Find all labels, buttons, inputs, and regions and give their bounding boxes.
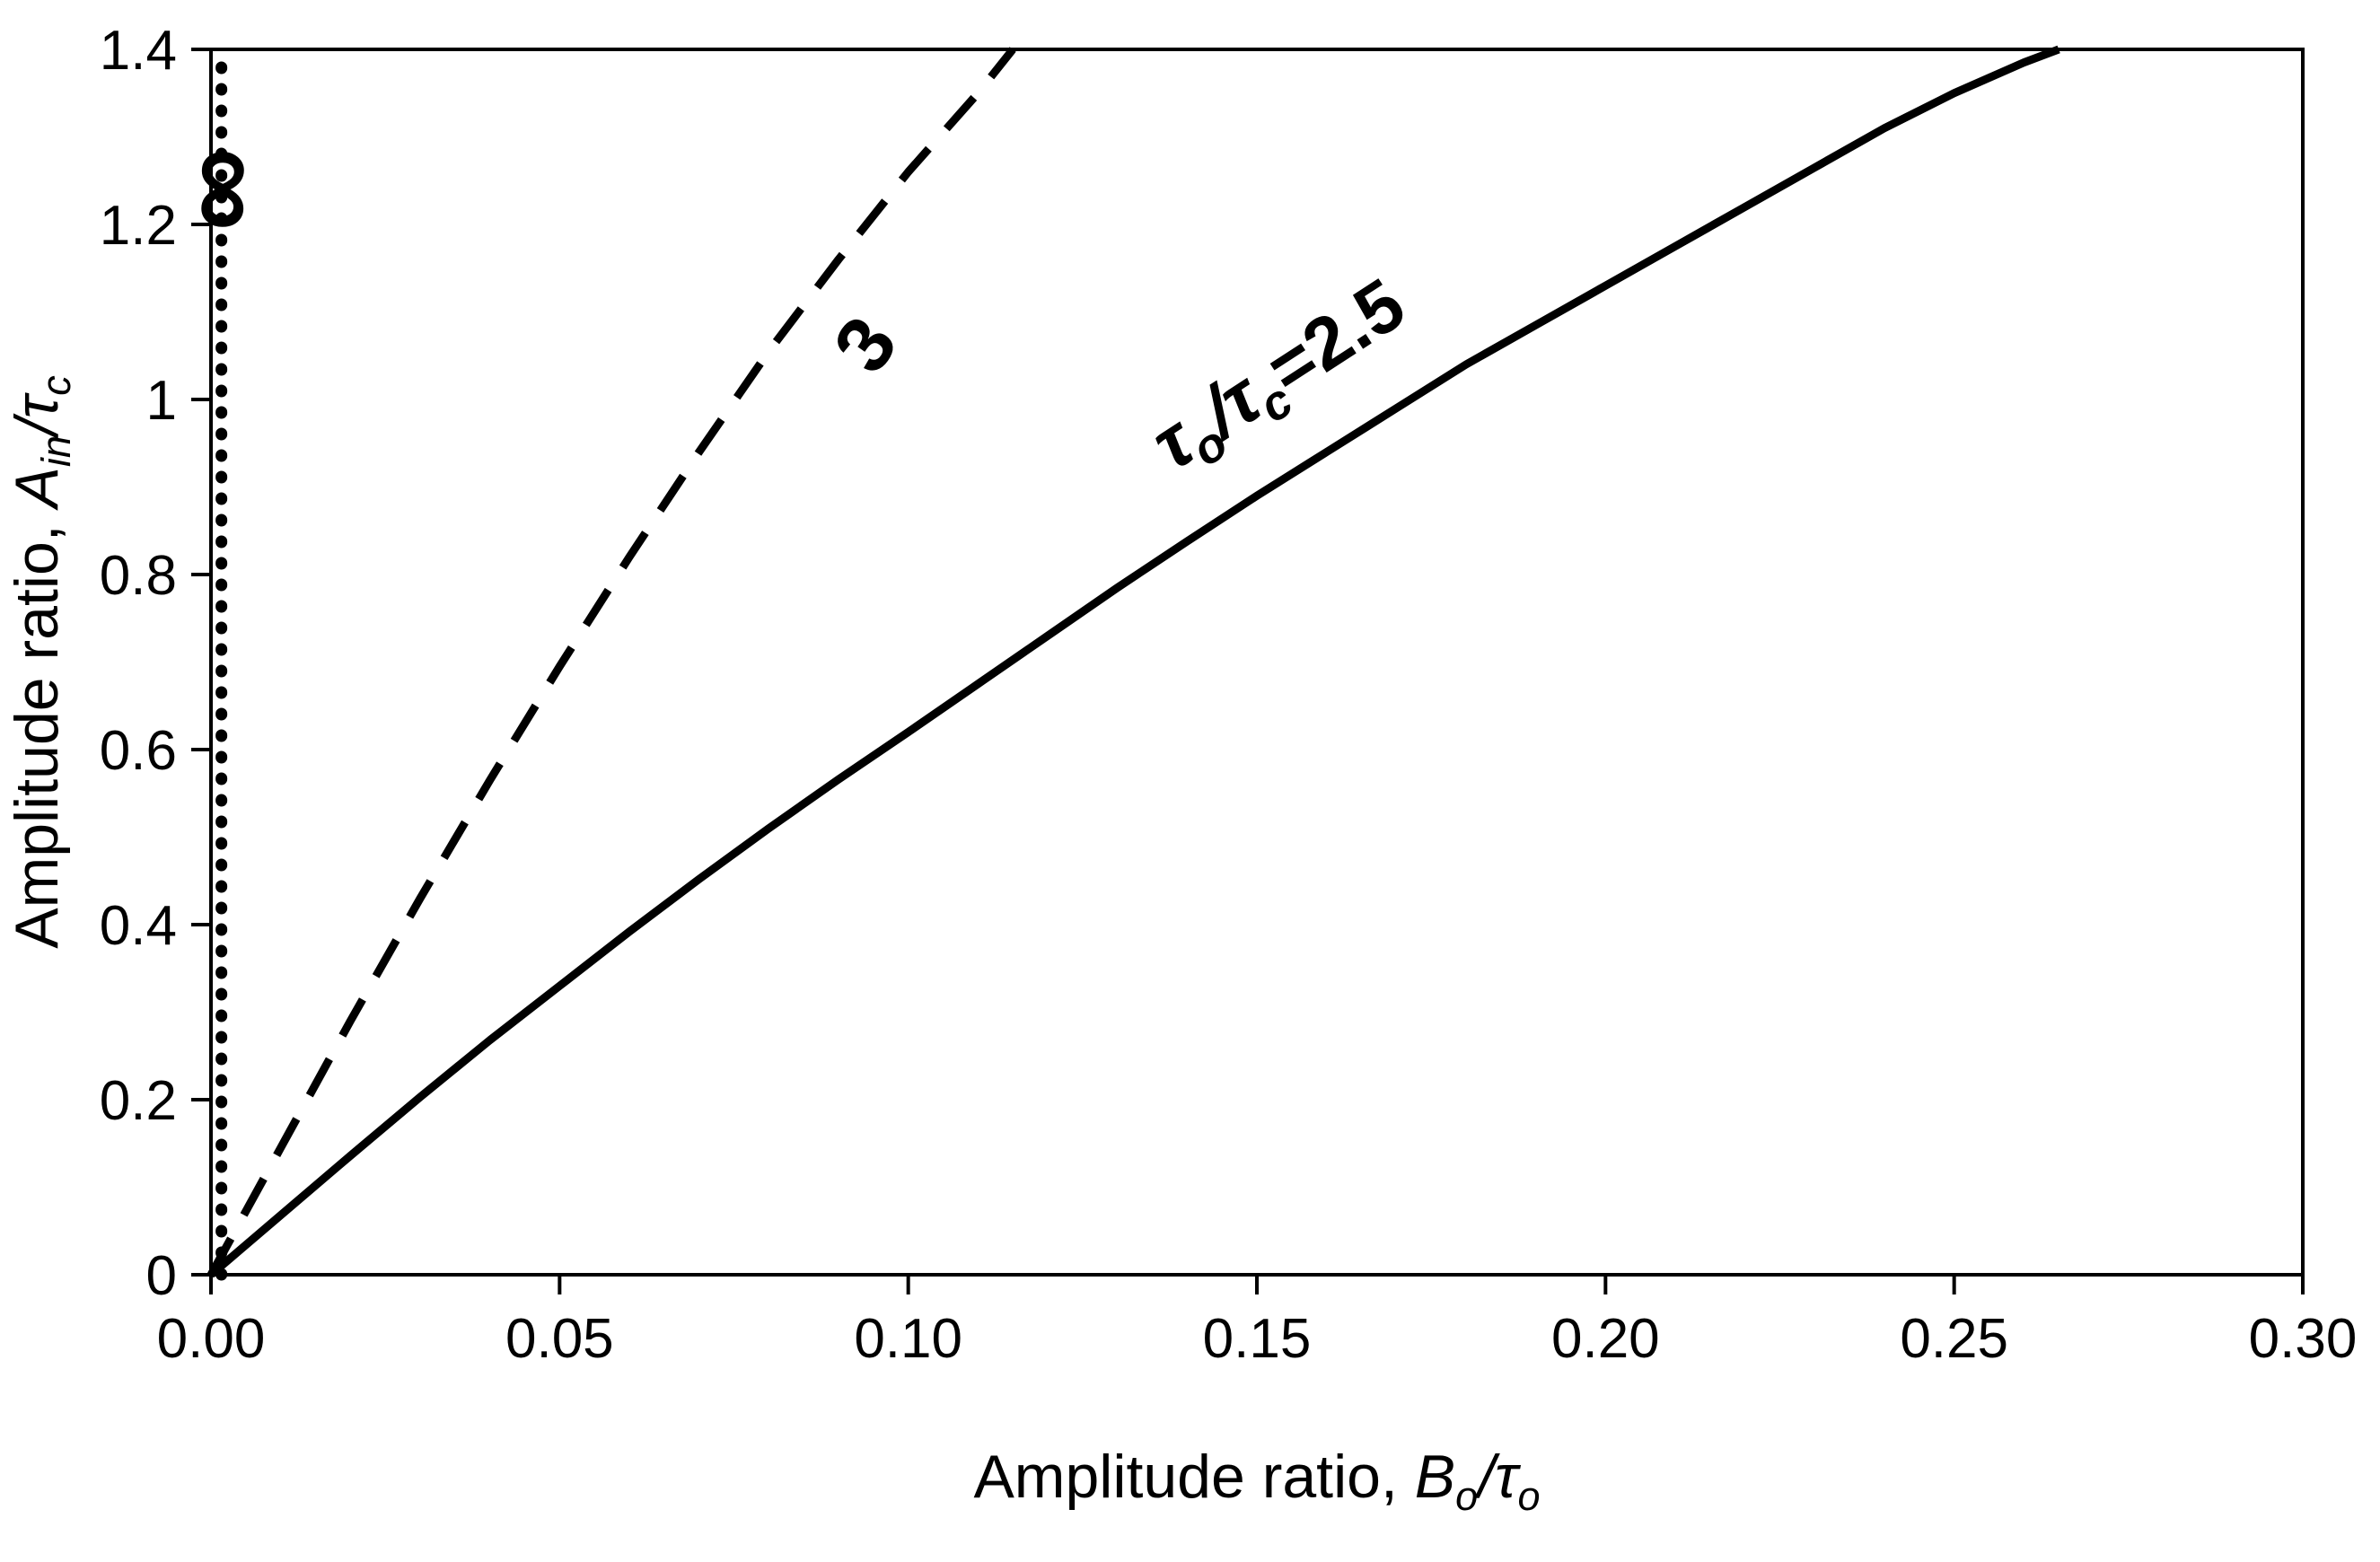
curve-label-infinity: ∞ [150, 148, 281, 232]
x-tick-label: 0.10 [854, 1308, 962, 1370]
x-tick-label: 0.00 [157, 1308, 266, 1370]
x-axis-title: Amplitude ratio, Bo/τo [973, 1443, 1540, 1519]
x-tick-label: 0.30 [2249, 1308, 2358, 1370]
y-tick-label: 1.2 [100, 195, 177, 257]
curve-label-3: 3 [816, 301, 914, 388]
y-axis-title: Amplitude ratio, Ain/τc [3, 375, 79, 949]
x-tick-label: 0.20 [1551, 1308, 1660, 1370]
x-tick-label: 0.05 [505, 1308, 614, 1370]
plot-frame [209, 48, 2305, 1277]
series-line-solid [208, 45, 2060, 1278]
x-tick-label: 0.15 [1203, 1308, 1312, 1370]
y-tick-label: 1 [146, 370, 177, 432]
series-line-dashed [207, 47, 1016, 1277]
y-tick-label: 0.2 [100, 1070, 177, 1132]
y-tick-label: 0.8 [100, 545, 177, 607]
y-tick-label: 0.4 [100, 895, 177, 957]
y-tick-label: 0.6 [100, 720, 177, 782]
y-tick-label: 0 [146, 1245, 177, 1307]
curve-label-2-5: τo/τc=2.5 [1137, 263, 1424, 493]
x-tick-label: 0.25 [1900, 1308, 2008, 1370]
y-tick-label: 1.4 [100, 20, 177, 82]
